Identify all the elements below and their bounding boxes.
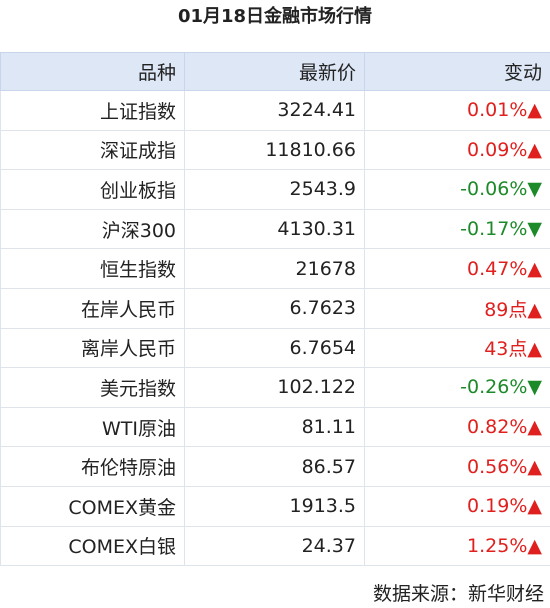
price: 81.11 [184,406,365,448]
instrument: 在岸人民币 [0,287,185,329]
price: 21678 [184,248,365,289]
table-row: 恒生指数 21678 0.47%▲ [0,248,550,289]
price: 4130.31 [184,208,365,250]
instrument: COMEX白银 [0,525,185,567]
column-header: 品种 [0,52,185,91]
change: 0.01%▲ [364,90,550,131]
change: 0.56%▲ [364,446,550,487]
price: 102.122 [184,367,365,408]
instrument: 美元指数 [0,367,185,408]
change: 0.47%▲ [364,248,550,289]
price: 86.57 [184,446,365,487]
column-header: 变动 [364,52,550,91]
table-row: COMEX白银 24.37 1.25%▲ [0,525,550,567]
instrument: 深证成指 [0,129,185,171]
table-row: COMEX黄金 1913.5 0.19%▲ [0,485,550,527]
instrument: 创业板指 [0,169,185,210]
market-table: 品种 最新价 变动 上证指数 3224.41 0.01%▲ 深证成指 11810.66 0.0… [0,52,550,567]
instrument: 恒生指数 [0,248,185,289]
change: 0.09%▲ [364,129,550,171]
column-header: 最新价 [184,52,365,91]
price: 6.7623 [184,287,365,329]
table-row: 布伦特原油 86.57 0.56%▲ [0,446,550,487]
instrument: 沪深300 [0,208,185,250]
instrument: WTI原油 [0,406,185,448]
table-row: 离岸人民币 6.7654 43点▲ [0,327,550,369]
instrument: 上证指数 [0,90,185,131]
table-body: 上证指数 3224.41 0.01%▲ 深证成指 11810.66 0.09%▲ 创业板指 2… [0,90,550,567]
instrument: COMEX黄金 [0,485,185,527]
table-row: 在岸人民币 6.7623 89点▲ [0,287,550,329]
table-row: WTI原油 81.11 0.82%▲ [0,406,550,448]
instrument: 离岸人民币 [0,327,185,369]
header-row: 品种 最新价 变动 [0,52,550,91]
change: 89点▲ [364,287,550,329]
change: -0.06%▼ [364,169,550,210]
change: 0.82%▲ [364,406,550,448]
table-row: 上证指数 3224.41 0.01%▲ [0,90,550,131]
price: 11810.66 [184,129,365,171]
change: 43点▲ [364,327,550,369]
change: -0.26%▼ [364,367,550,408]
price: 24.37 [184,525,365,567]
table-row: 创业板指 2543.9 -0.06%▼ [0,169,550,210]
table-row: 深证成指 11810.66 0.09%▲ [0,129,550,171]
change: 0.19%▲ [364,485,550,527]
price: 6.7654 [184,327,365,369]
title: 01月18日金融市场行情 [177,6,373,27]
change: -0.17%▼ [364,208,550,250]
table-row: 沪深300 4130.31 -0.17%▼ [0,208,550,250]
price: 2543.9 [184,169,365,210]
table-row: 美元指数 102.122 -0.26%▼ [0,367,550,408]
price: 3224.41 [184,90,365,131]
instrument: 布伦特原油 [0,446,185,487]
change: 1.25%▲ [364,525,550,567]
source: 数据来源：新华财经 [372,583,544,605]
price: 1913.5 [184,485,365,527]
